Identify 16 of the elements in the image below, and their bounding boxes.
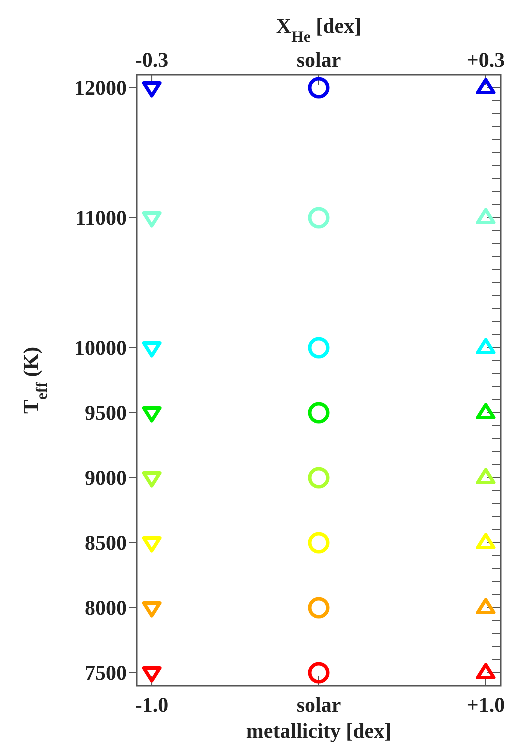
- x2-tick-label: -0.3: [135, 48, 169, 72]
- x-tick-label: solar: [296, 693, 342, 717]
- x-tick-label: +1.0: [466, 693, 506, 717]
- x2-axis-title: X$_{He}$ [dex]: [276, 14, 362, 46]
- y-tick-label: 9500: [85, 401, 127, 425]
- x-axis-title: metallicity [dex]: [246, 719, 392, 743]
- x-tick-label: -1.0: [135, 693, 169, 717]
- x2-tick-label: +0.3: [466, 48, 506, 72]
- y-tick-label: 10000: [74, 336, 127, 360]
- y-tick-label: 7500: [85, 661, 127, 685]
- y-tick-label: 12000: [74, 76, 127, 100]
- y-tick-label: 9000: [85, 466, 127, 490]
- y-tick-label: 8500: [85, 531, 127, 555]
- y-tick-label: 11000: [76, 206, 127, 230]
- y-tick-label: 8000: [85, 596, 127, 620]
- x2-tick-label: solar: [296, 48, 342, 72]
